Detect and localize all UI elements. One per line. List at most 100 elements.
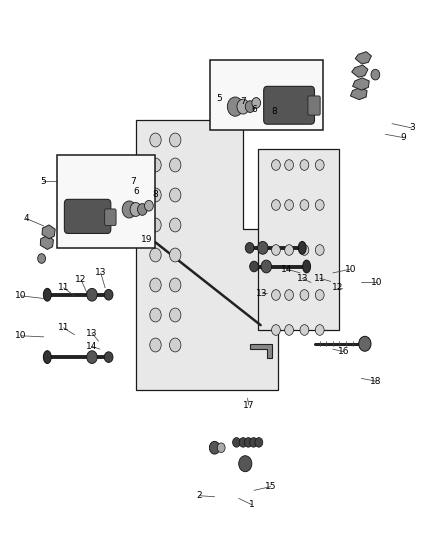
Circle shape (233, 438, 240, 447)
Circle shape (138, 204, 147, 215)
Circle shape (209, 441, 220, 454)
Polygon shape (352, 65, 368, 77)
Text: 6: 6 (251, 105, 257, 114)
Polygon shape (136, 120, 278, 390)
Circle shape (227, 97, 243, 116)
Circle shape (315, 200, 324, 211)
Circle shape (150, 158, 161, 172)
Text: 15: 15 (265, 482, 276, 491)
Circle shape (261, 260, 272, 273)
Circle shape (285, 245, 293, 255)
Circle shape (258, 241, 268, 254)
Text: 10: 10 (371, 278, 382, 287)
Circle shape (217, 443, 225, 453)
Text: 13: 13 (297, 274, 308, 282)
Circle shape (150, 338, 161, 352)
Text: 12: 12 (75, 276, 87, 284)
Circle shape (130, 203, 141, 216)
Circle shape (272, 200, 280, 211)
Circle shape (122, 201, 136, 218)
Circle shape (272, 289, 280, 300)
Circle shape (300, 325, 309, 335)
Text: 1: 1 (249, 500, 255, 509)
Polygon shape (353, 78, 369, 90)
Text: 14: 14 (86, 342, 98, 351)
Text: 17: 17 (243, 401, 254, 409)
Text: 10: 10 (345, 265, 356, 273)
Text: 13: 13 (256, 289, 268, 297)
Circle shape (255, 438, 263, 447)
Circle shape (244, 438, 252, 447)
Text: 4: 4 (24, 214, 29, 223)
Circle shape (315, 289, 324, 300)
FancyBboxPatch shape (264, 86, 314, 124)
Circle shape (285, 200, 293, 211)
Text: 11: 11 (314, 274, 325, 282)
Circle shape (150, 308, 161, 322)
Circle shape (170, 158, 181, 172)
Circle shape (150, 278, 161, 292)
Circle shape (272, 245, 280, 255)
Text: 7: 7 (131, 177, 137, 185)
Circle shape (245, 101, 255, 112)
FancyBboxPatch shape (64, 199, 111, 233)
Text: 13: 13 (95, 269, 106, 277)
Circle shape (87, 288, 97, 301)
Circle shape (272, 160, 280, 171)
Text: 2: 2 (197, 491, 202, 500)
Circle shape (237, 99, 249, 114)
Text: 14: 14 (281, 265, 293, 273)
Text: 16: 16 (338, 348, 350, 356)
Ellipse shape (43, 288, 51, 301)
Text: 8: 8 (152, 190, 159, 199)
Circle shape (250, 438, 258, 447)
Bar (258, 149, 339, 330)
Circle shape (87, 351, 97, 364)
Circle shape (170, 218, 181, 232)
Circle shape (239, 438, 247, 447)
Ellipse shape (298, 241, 306, 254)
Polygon shape (40, 236, 53, 249)
Text: 19: 19 (141, 236, 152, 244)
Circle shape (285, 160, 293, 171)
Circle shape (359, 336, 371, 351)
Ellipse shape (303, 260, 311, 273)
Circle shape (250, 261, 258, 272)
Circle shape (300, 200, 309, 211)
Circle shape (300, 160, 309, 171)
Circle shape (272, 325, 280, 335)
Circle shape (170, 308, 181, 322)
Polygon shape (350, 87, 367, 100)
Circle shape (315, 325, 324, 335)
Text: 18: 18 (370, 377, 381, 385)
Text: 5: 5 (216, 94, 222, 103)
Text: 11: 11 (58, 284, 69, 292)
FancyBboxPatch shape (308, 96, 320, 115)
Circle shape (300, 289, 309, 300)
Circle shape (170, 188, 181, 202)
Circle shape (145, 200, 153, 211)
Text: 12: 12 (332, 284, 343, 292)
Circle shape (170, 278, 181, 292)
Polygon shape (42, 225, 55, 239)
Ellipse shape (43, 351, 51, 364)
Circle shape (104, 352, 113, 362)
Text: 10: 10 (15, 292, 27, 300)
Circle shape (170, 248, 181, 262)
Circle shape (285, 325, 293, 335)
Circle shape (170, 133, 181, 147)
Bar (57, 155, 155, 248)
Polygon shape (355, 52, 371, 64)
Circle shape (239, 456, 252, 472)
Circle shape (252, 98, 261, 108)
Circle shape (150, 188, 161, 202)
Bar (210, 60, 323, 130)
Polygon shape (250, 344, 272, 358)
Circle shape (315, 245, 324, 255)
Text: 7: 7 (240, 97, 246, 106)
Text: 9: 9 (400, 133, 406, 142)
Circle shape (371, 69, 380, 80)
Text: 3: 3 (409, 124, 415, 132)
Circle shape (38, 254, 46, 263)
Circle shape (245, 243, 254, 253)
